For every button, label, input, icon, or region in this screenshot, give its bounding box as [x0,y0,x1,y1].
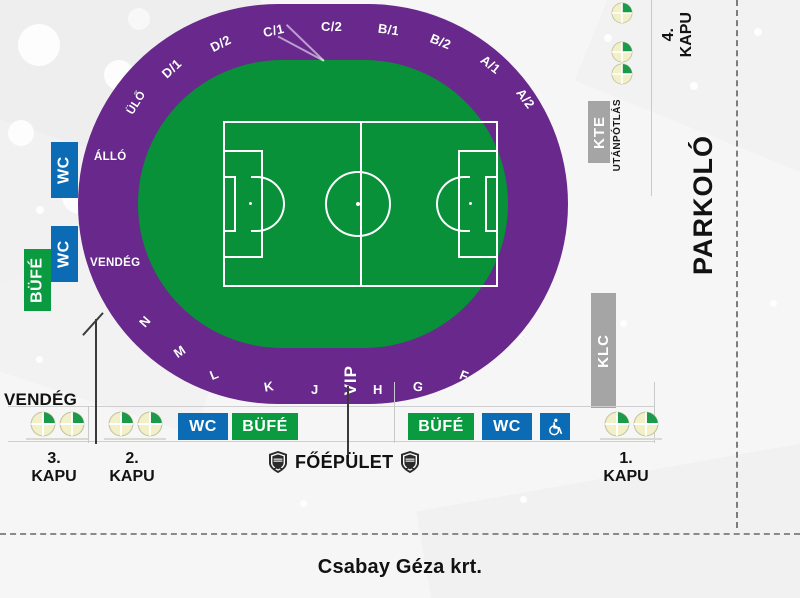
center-circle [325,171,391,237]
background-dot [706,220,713,227]
klc-box[interactable]: KLC [591,293,616,408]
background-dot [300,500,307,507]
kte-box[interactable]: KTE [588,101,610,163]
klc-label: KLC [595,333,612,368]
center-spot [356,202,360,206]
main-building-row: FŐÉPÜLET [268,450,420,474]
pitch-markings [223,121,498,287]
amenity-band [8,406,654,442]
wc-badge-south-left[interactable]: WC [178,413,228,440]
background-dot [36,206,44,214]
main-building-label: FŐÉPÜLET [295,451,394,472]
gate-1-label: 1. KAPU [603,450,649,485]
turnstile-icon [108,411,133,437]
gate-4-label: 4. KAPU [660,12,695,58]
turnstile-icon [611,41,633,63]
stand-b1[interactable]: B/1 [377,20,401,39]
turnstile-group-gate1[interactable] [600,411,662,440]
turnstile-group-gate4-a[interactable] [611,2,633,24]
stand-allo[interactable]: ÁLLÓ [94,151,127,163]
turnstile-icon [604,411,629,437]
stand-vendeg[interactable]: VENDÉG [90,257,141,269]
stand-j[interactable]: J [311,382,319,397]
wc-badge-south-right[interactable]: WC [482,413,532,440]
stand-g[interactable]: G [412,378,425,395]
background-dot [520,496,527,503]
band-divider-mid [394,382,395,443]
gate-2-label: 2. KAPU [109,450,155,485]
parking-boundary-dashed [736,0,738,528]
wc-badge-west-top[interactable]: WC [51,142,78,198]
leader-line-gate2-vertical [95,319,97,444]
stand-c2[interactable]: C/2 [321,19,343,34]
turnstile-group-gate2[interactable] [104,411,166,440]
turnstile-icon [611,63,633,85]
club-crest-icon [269,451,287,473]
street-boundary-dashed [0,533,800,535]
band-divider-right [654,382,655,443]
wc-badge-west-bottom[interactable]: WC [51,226,78,282]
club-crest-icon [401,451,420,473]
guest-entrance-label: VENDÉG [4,390,77,409]
gate4-divider [651,0,652,196]
stadium-bowl: ÜLŐ D/1 D/2 C/1 C/2 B/1 B/2 A/1 A/2 ÁLLÓ… [78,4,568,404]
background-bokeh [128,8,150,30]
turnstile-group-gate4-b[interactable] [611,41,633,63]
turnstile-icon [137,411,162,437]
penalty-spot-right [469,202,472,205]
leader-line-vip [347,386,349,458]
goal-box-left [223,176,236,232]
parking-label: PARKOLÓ [688,135,718,275]
band-divider-left [88,406,89,443]
gate-3-label: 3. KAPU [31,450,77,485]
background-dot [620,320,627,327]
turnstile-icon [611,2,633,24]
background-dot [770,300,777,307]
penalty-spot-left [249,202,252,205]
turnstile-group-gate4-c[interactable] [611,63,633,85]
background-dot [690,82,698,90]
background-bokeh [18,24,60,66]
stand-h[interactable]: H [373,382,383,397]
background-dot [36,356,43,363]
turnstile-group-gate3[interactable] [26,411,88,440]
goal-box-right [485,176,498,232]
background-dot [754,28,762,36]
wheelchair-icon [549,418,563,435]
accessible-badge[interactable] [540,413,570,440]
bufe-badge-south-right[interactable]: BÜFÉ [408,413,474,440]
bufe-badge-south-left[interactable]: BÜFÉ [232,413,298,440]
background-bokeh [8,120,34,146]
background-dot [604,34,612,42]
turnstile-icon [633,411,658,437]
kte-label: KTE [590,115,608,149]
stand-vip[interactable]: VIP [341,365,360,396]
kte-note: UTÁNPÓTLÁS [612,99,623,172]
street-label: Csabay Géza krt. [317,556,483,578]
turnstile-icon [59,411,84,437]
stand-k[interactable]: K [262,378,275,395]
turnstile-icon [30,411,55,437]
bufe-badge-west[interactable]: BÜFÉ [24,249,51,311]
